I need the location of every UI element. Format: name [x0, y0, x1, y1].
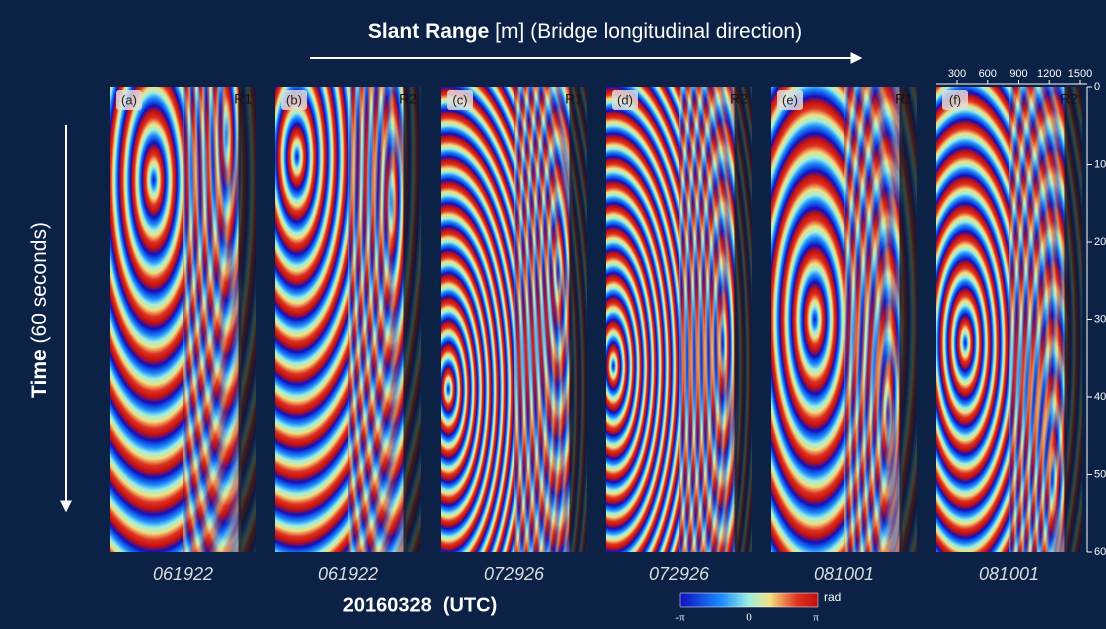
panel-edge [403, 87, 421, 552]
tick-label: 1500 [1068, 68, 1092, 80]
panel-edge [238, 87, 256, 552]
tick-label: 60 [1094, 546, 1106, 558]
panel-label: (b) [286, 92, 302, 107]
phase-overlay [679, 87, 737, 552]
time-label: 081001 [814, 564, 874, 584]
time-label: 072926 [484, 564, 545, 584]
tick-label: 300 [948, 68, 966, 80]
panel-label: (f) [949, 92, 961, 107]
phase-overlay [183, 87, 241, 552]
phase-overlay [1009, 87, 1067, 552]
time-label: 081001 [979, 564, 1039, 584]
radar-label: R1 [895, 91, 913, 107]
tick-label: 40 [1094, 391, 1106, 403]
y-label: Time (60 seconds) [28, 222, 51, 398]
panel-edge [899, 87, 917, 552]
panel-label: (c) [452, 92, 467, 107]
tick-label: 600 [979, 68, 997, 80]
figure: Slant Range [m] (Bridge longitudinal dir… [0, 0, 1106, 629]
time-label: 061922 [318, 564, 378, 584]
colorbar-unit: rad [824, 590, 841, 604]
tick-label: 0 [1094, 81, 1100, 93]
panel-edge [1064, 87, 1082, 552]
phase-overlay [844, 87, 902, 552]
radar-label: R2 [1060, 91, 1078, 107]
radar-label: R2 [730, 91, 748, 107]
panel-edge [734, 87, 752, 552]
date: 20160328 (UTC) [343, 594, 498, 616]
colorbar-mid: 0 [746, 612, 752, 624]
panel-edge [569, 87, 587, 552]
phase-overlay [514, 87, 572, 552]
tick-label: 1200 [1037, 68, 1061, 80]
tick-label: 900 [1009, 68, 1027, 80]
panel-label: (a) [121, 92, 137, 107]
colorbar-max: π [813, 612, 819, 624]
radar-label: R1 [234, 91, 252, 107]
time-label: 072926 [649, 564, 710, 584]
panel-label: (e) [782, 92, 798, 107]
title: Slant Range [m] (Bridge longitudinal dir… [368, 20, 802, 43]
tick-label: 20 [1094, 236, 1106, 248]
colorbar-min: -π [675, 612, 685, 624]
phase-overlay [348, 87, 406, 552]
radar-label: R1 [565, 91, 583, 107]
tick-label: 50 [1094, 468, 1106, 480]
radar-label: R2 [399, 91, 417, 107]
panel-label: (d) [617, 92, 633, 107]
time-label: 061922 [153, 564, 213, 584]
tick-label: 10 [1094, 158, 1106, 170]
tick-label: 30 [1094, 313, 1106, 325]
colorbar [680, 593, 818, 607]
